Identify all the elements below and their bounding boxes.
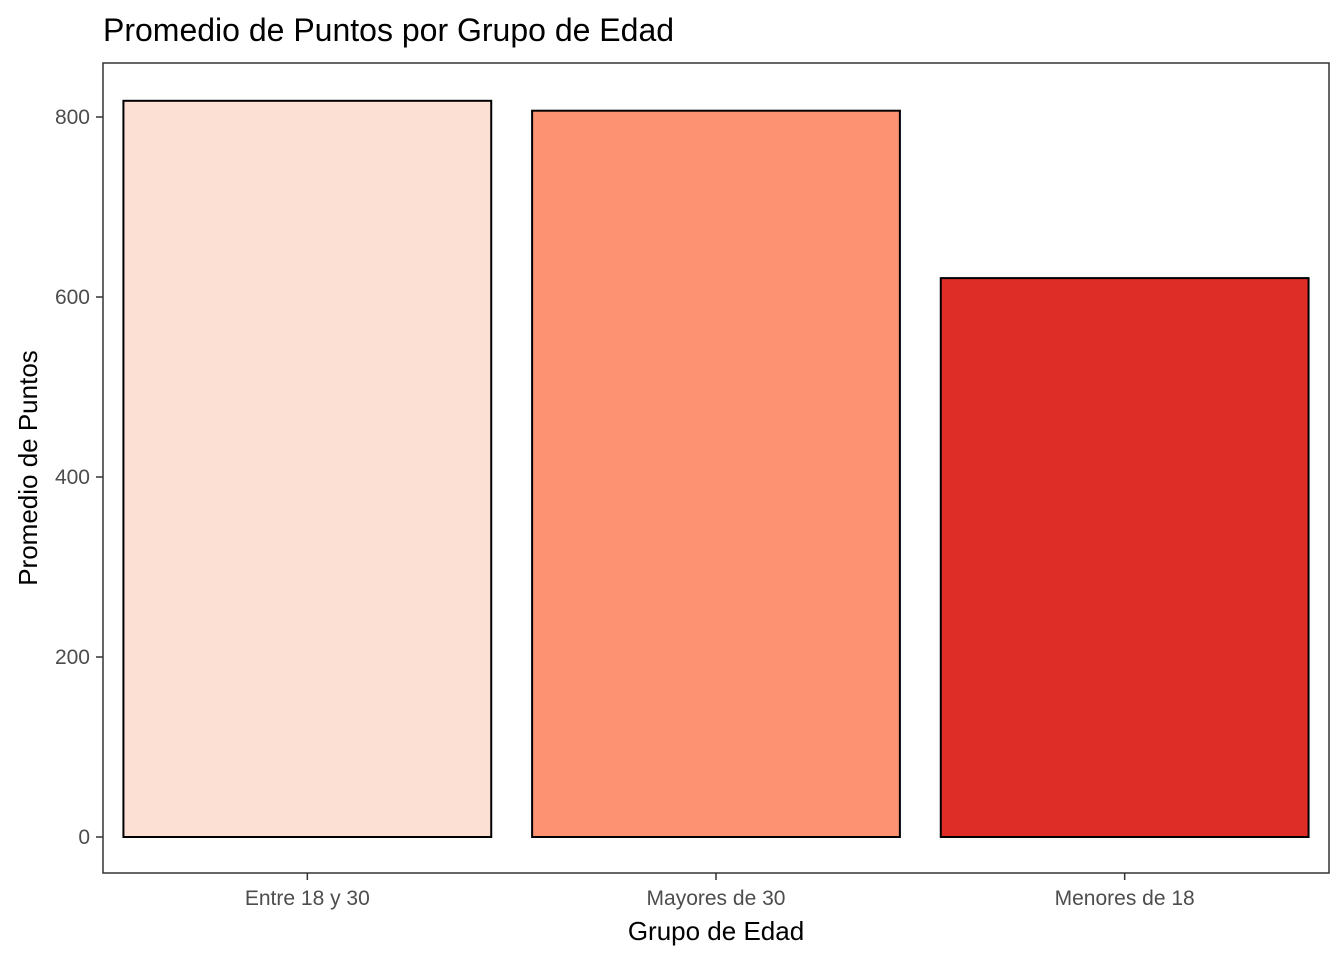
bar-2 <box>939 277 1310 839</box>
x-axis-title: Grupo de Edad <box>628 916 804 946</box>
bar-1 <box>531 109 901 838</box>
x-tick-label-0: Entre 18 y 30 <box>245 887 370 910</box>
y-tick-label-3: 600 <box>55 286 90 309</box>
y-tick-label-0: 0 <box>78 826 90 849</box>
bar-0 <box>122 99 493 839</box>
y-tick-label-4: 800 <box>55 106 90 129</box>
y-axis-title: Promedio de Puntos <box>13 350 43 586</box>
chart-title: Promedio de Puntos por Grupo de Edad <box>103 12 674 48</box>
bars-group <box>122 99 1310 839</box>
x-axis: Entre 18 y 30 Mayores de 30 Menores de 18 <box>245 873 1195 910</box>
y-tick-label-2: 400 <box>55 466 90 489</box>
x-tick-label-2: Menores de 18 <box>1055 887 1195 910</box>
x-tick-label-1: Mayores de 30 <box>647 887 786 910</box>
plot-panel <box>102 62 1330 874</box>
y-tick-label-1: 200 <box>55 646 90 669</box>
y-axis: 0 200 400 600 800 <box>55 106 103 849</box>
